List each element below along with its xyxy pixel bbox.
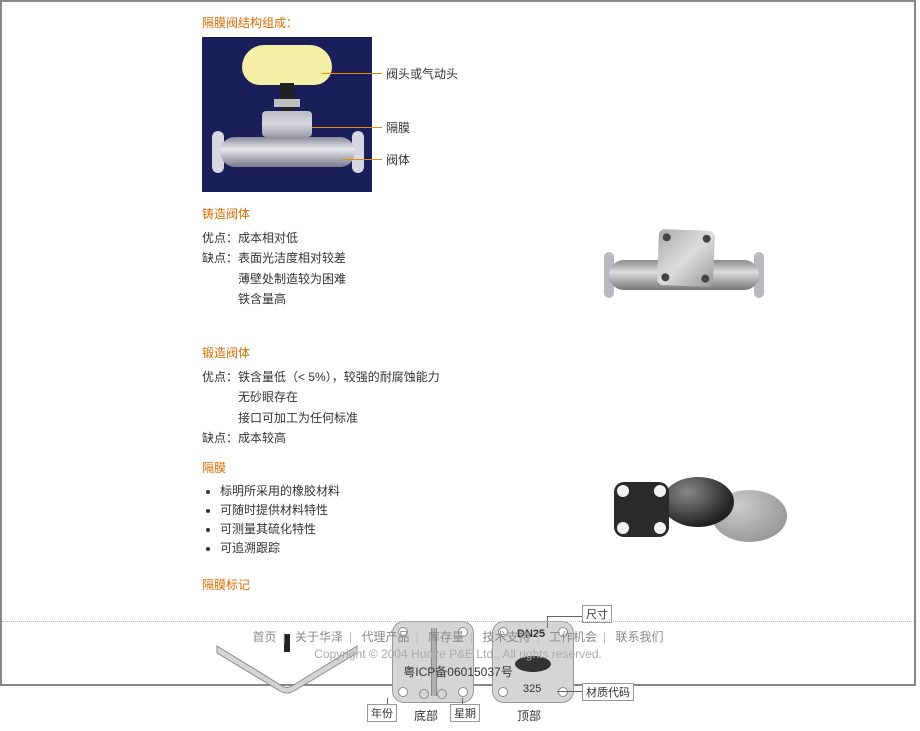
forged-adv3: 接口可加工为任何标准 bbox=[238, 411, 358, 425]
hole-icon bbox=[498, 687, 508, 697]
forged-adv-label: 优点： bbox=[202, 370, 238, 384]
forged-dis-label: 缺点： bbox=[202, 431, 238, 445]
leader-line bbox=[322, 73, 382, 74]
hole-icon bbox=[703, 235, 711, 243]
cast-dis1: 表面光洁度相对较差 bbox=[238, 251, 346, 265]
footer-link-jobs[interactable]: 工作机会 bbox=[549, 630, 597, 644]
cast-body-block: 优点：成本相对低 缺点：表面光洁度相对较差 缺点：薄壁处制造较为困难 缺点：铁含… bbox=[202, 228, 914, 328]
valve-body-pipe bbox=[220, 137, 355, 167]
heading-cast: 铸造阀体 bbox=[202, 205, 914, 222]
hole-icon bbox=[654, 522, 666, 534]
footer-link-about[interactable]: 关于华泽 bbox=[295, 630, 343, 644]
diagram-bg bbox=[202, 37, 372, 192]
footer-link-contact[interactable]: 联系我们 bbox=[615, 630, 663, 644]
gasket-square-icon bbox=[614, 482, 669, 537]
hole-icon bbox=[617, 485, 629, 497]
cast-square-flange bbox=[657, 229, 715, 287]
label-year: 年份 bbox=[367, 704, 397, 722]
forged-dis1: 成本较高 bbox=[238, 431, 286, 445]
label-bottom: 底部 bbox=[414, 707, 438, 724]
leader-line bbox=[557, 691, 582, 692]
valve-bolt bbox=[274, 99, 300, 107]
heading-structure: 隔膜阀结构组成： bbox=[202, 14, 914, 31]
hole-icon bbox=[617, 522, 629, 534]
cast-dis-label: 缺点： bbox=[202, 251, 238, 265]
cast-text: 优点：成本相对低 缺点：表面光洁度相对较差 缺点：薄壁处制造较为困难 缺点：铁含… bbox=[202, 228, 914, 310]
cast-adv-label: 优点： bbox=[202, 231, 238, 245]
list-item: 可追溯跟踪 bbox=[220, 539, 914, 558]
list-item: 可随时提供材料特性 bbox=[220, 501, 914, 520]
footer-link-home[interactable]: 首页 bbox=[253, 630, 277, 644]
small-hole-icon bbox=[419, 689, 429, 699]
membrane-block: 标明所采用的橡胶材料 可随时提供材料特性 可测量其硫化特性 可追溯跟踪 bbox=[202, 482, 914, 562]
footer-copyright: Copyright © 2004 Huaze P&E Ltd., All rig… bbox=[2, 647, 914, 661]
hole-icon bbox=[661, 273, 669, 281]
small-hole-icon bbox=[437, 689, 447, 699]
valve-cap bbox=[242, 45, 332, 85]
hole-icon bbox=[663, 233, 671, 241]
list-item: 标明所采用的橡胶材料 bbox=[220, 482, 914, 501]
footer-link-products[interactable]: 代理产品 bbox=[362, 630, 410, 644]
page-frame: 隔膜阀结构组成： 阀头或气动头 隔膜 阀体 铸造阀体 优点：成本相对低 缺点： bbox=[0, 0, 916, 686]
footer-link-support[interactable]: 技术支持 bbox=[482, 630, 530, 644]
label-membrane: 隔膜 bbox=[386, 119, 410, 136]
leader-line bbox=[547, 616, 582, 617]
hole-icon bbox=[701, 275, 709, 283]
leader-line bbox=[342, 159, 382, 160]
cast-dis2: 薄壁处制造较为困难 bbox=[238, 272, 346, 286]
hole-icon bbox=[398, 687, 408, 697]
footer-nav: 首页| 关于华泽| 代理产品| 库存量| 技术支持| 工作机会| 联系我们 bbox=[2, 628, 914, 645]
hole-icon bbox=[654, 485, 666, 497]
page-footer: 首页| 关于华泽| 代理产品| 库存量| 技术支持| 工作机会| 联系我们 Co… bbox=[2, 621, 914, 680]
membrane-image bbox=[604, 472, 784, 557]
heading-mark: 隔膜标记 bbox=[202, 576, 914, 593]
forged-adv2: 无砂眼存在 bbox=[238, 390, 298, 404]
label-head: 阀头或气动头 bbox=[386, 65, 458, 82]
forged-adv1: 铁含量低（< 5%），较强的耐腐蚀能力 bbox=[238, 370, 440, 384]
diagram-valve-structure: 阀头或气动头 隔膜 阀体 bbox=[202, 37, 602, 197]
footer-link-stock[interactable]: 库存量 bbox=[428, 630, 464, 644]
heading-forged: 锻造阀体 bbox=[202, 344, 914, 361]
label-code: 325 bbox=[523, 683, 541, 695]
cast-adv1: 成本相对低 bbox=[238, 231, 298, 245]
label-body: 阀体 bbox=[386, 151, 410, 168]
leader-line bbox=[312, 127, 382, 128]
footer-icp: 粤ICP备06015037号 bbox=[2, 663, 914, 680]
list-item: 可测量其硫化特性 bbox=[220, 520, 914, 539]
gasket-icon bbox=[662, 477, 734, 527]
cast-body-image bbox=[604, 220, 764, 320]
label-week: 星期 bbox=[450, 704, 480, 722]
heading-membrane: 隔膜 bbox=[202, 459, 914, 476]
valve-stem bbox=[280, 83, 294, 113]
forged-text: 优点：铁含量低（< 5%），较强的耐腐蚀能力 优点：无砂眼存在 优点：接口可加工… bbox=[202, 367, 914, 449]
hole-icon bbox=[458, 687, 468, 697]
label-material: 材质代码 bbox=[582, 683, 634, 701]
hole-icon bbox=[558, 687, 568, 697]
cast-dis3: 铁含量高 bbox=[238, 292, 286, 306]
label-top: 顶部 bbox=[517, 707, 541, 724]
membrane-list: 标明所采用的橡胶材料 可随时提供材料特性 可测量其硫化特性 可追溯跟踪 bbox=[220, 482, 914, 559]
label-size: 尺寸 bbox=[582, 605, 612, 623]
valve-mid bbox=[262, 111, 312, 137]
